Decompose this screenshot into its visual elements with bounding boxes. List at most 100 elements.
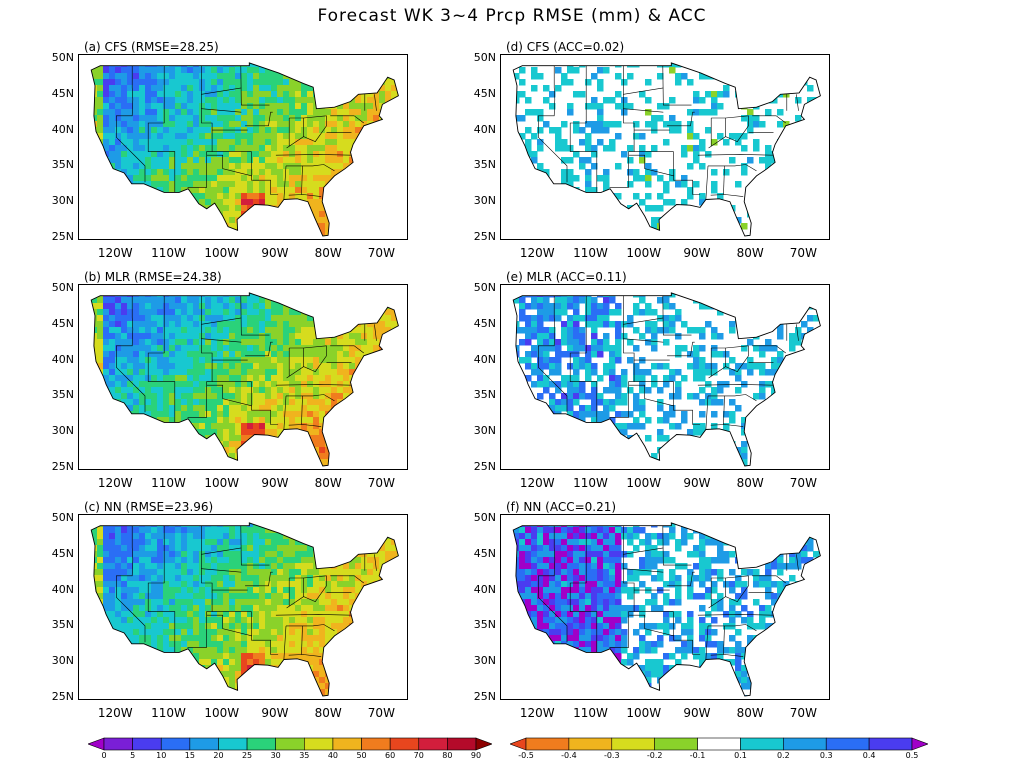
latitude-tick-label: 45N (473, 316, 496, 330)
longitude-tick-label: 90W (683, 706, 711, 720)
latitude-tick-label: 30N (473, 424, 496, 438)
state-border (116, 525, 146, 643)
map-panel-b: (b) MLR (RMSE=24.38) 50N 45N 40N 35N 30N 25N 12… (32, 270, 414, 500)
colorbar-bin (611, 737, 655, 751)
colorbar-tick-label: 0.5 (905, 751, 919, 760)
state-border (240, 295, 270, 336)
latitude-tick-label: 45N (473, 86, 496, 100)
latitude-tick-label: 50N (473, 511, 496, 524)
panel-label: (c) NN (RMSE=23.96) (84, 500, 214, 514)
state-border (708, 345, 749, 379)
field-cells (513, 292, 821, 467)
state-border (116, 295, 146, 413)
map-frame (500, 514, 830, 700)
longitude-tick-label: 110W (151, 246, 186, 260)
state-border (330, 345, 364, 354)
map-frame (78, 284, 408, 470)
latitude-tick-label: 35N (51, 158, 74, 172)
state-border (330, 115, 364, 124)
state-border (283, 625, 287, 660)
latitude-tick-label: 50N (473, 281, 496, 294)
state-border (662, 295, 692, 336)
state-border (705, 395, 709, 430)
panel-label: (e) MLR (ACC=0.11) (506, 270, 627, 284)
state-border (245, 341, 273, 357)
latitude-tick-label: 40N (51, 122, 74, 136)
longitude-tick-label: 100W (626, 246, 662, 260)
state-border (275, 614, 352, 616)
colorbar-tick-label: -0.2 (646, 751, 663, 760)
state-border (662, 65, 692, 106)
state-border (697, 614, 774, 616)
country-border (512, 62, 821, 237)
latitude-tick-label: 45N (473, 546, 496, 560)
state-border (711, 575, 749, 579)
state-border (662, 525, 692, 566)
colorbar-high-arrow (475, 737, 492, 751)
state-border (609, 65, 635, 188)
latitude-tick-label: 30N (51, 654, 74, 668)
longitude-tick-label: 80W (736, 706, 764, 720)
state-border (283, 165, 287, 200)
state-border (723, 165, 725, 195)
map-field (90, 522, 399, 697)
rmse-colorbar: 0 5 10 15 20 25 30 35 40 50 60 70 80 90 (88, 737, 492, 763)
longitude-tick-label: 120W (519, 706, 555, 720)
latitude-tick-label: 25N (473, 230, 496, 243)
state-border (623, 568, 664, 573)
latitude-tick-label: 45N (51, 86, 74, 100)
map-frame (500, 284, 830, 470)
state-border (206, 154, 253, 177)
longitude-tick-label: 100W (626, 706, 662, 720)
state-border (286, 115, 327, 149)
state-border (628, 154, 675, 177)
map-frame (78, 54, 408, 240)
latitude-tick-label: 30N (473, 654, 496, 668)
longitude-tick-label: 90W (261, 706, 289, 720)
state-border (288, 194, 322, 197)
map-panel-e: (e) MLR (ACC=0.11) 50N 45N 40N 35N 30N 25N 120W… (454, 270, 836, 500)
colorbar-bin (654, 737, 698, 751)
latitude-tick-label: 40N (473, 582, 496, 596)
state-border (201, 568, 242, 573)
state-border (623, 338, 664, 343)
colorbar-bin (825, 737, 870, 751)
state-border (286, 164, 335, 172)
panel-label: (d) CFS (ACC=0.02) (506, 40, 625, 54)
state-border (667, 341, 695, 357)
state-border (374, 324, 377, 341)
map-field (512, 522, 821, 697)
longitude-tick-label: 100W (204, 706, 240, 720)
latitude-tick-label: 30N (51, 424, 74, 438)
state-border (609, 295, 635, 418)
state-border (708, 115, 749, 149)
country-border (512, 292, 821, 467)
longitude-tick-label: 100W (204, 246, 240, 260)
latitude-tick-label: 35N (51, 618, 74, 632)
map-panel-c: (c) NN (RMSE=23.96) 50N 45N 40N 35N 30N 25N 120… (32, 500, 414, 730)
latitude-tick-label: 40N (473, 352, 496, 366)
colorbar-bin (246, 737, 276, 751)
colorbar-bin (697, 737, 741, 751)
colorbar-tick-label: 30 (270, 751, 281, 760)
state-border (288, 424, 322, 427)
map-field (90, 292, 399, 467)
longitude-tick-label: 90W (683, 476, 711, 490)
colorbar-bin (304, 737, 334, 751)
state-border (206, 384, 253, 407)
state-border (251, 151, 279, 195)
colorbar-tick-label: 10 (156, 751, 167, 760)
state-border (723, 395, 725, 425)
state-border (705, 625, 709, 660)
state-border (374, 554, 377, 571)
state-border (286, 345, 327, 379)
latitude-tick-label: 45N (51, 546, 74, 560)
state-border (301, 395, 303, 425)
colorbar-tick-label: 80 (442, 751, 453, 760)
field-cells (513, 62, 821, 237)
state-border (723, 625, 725, 655)
colorbar-bin (361, 737, 391, 751)
state-border (752, 115, 786, 124)
colorbar-tick-label: 0.4 (862, 751, 876, 760)
longitude-tick-label: 120W (97, 246, 133, 260)
